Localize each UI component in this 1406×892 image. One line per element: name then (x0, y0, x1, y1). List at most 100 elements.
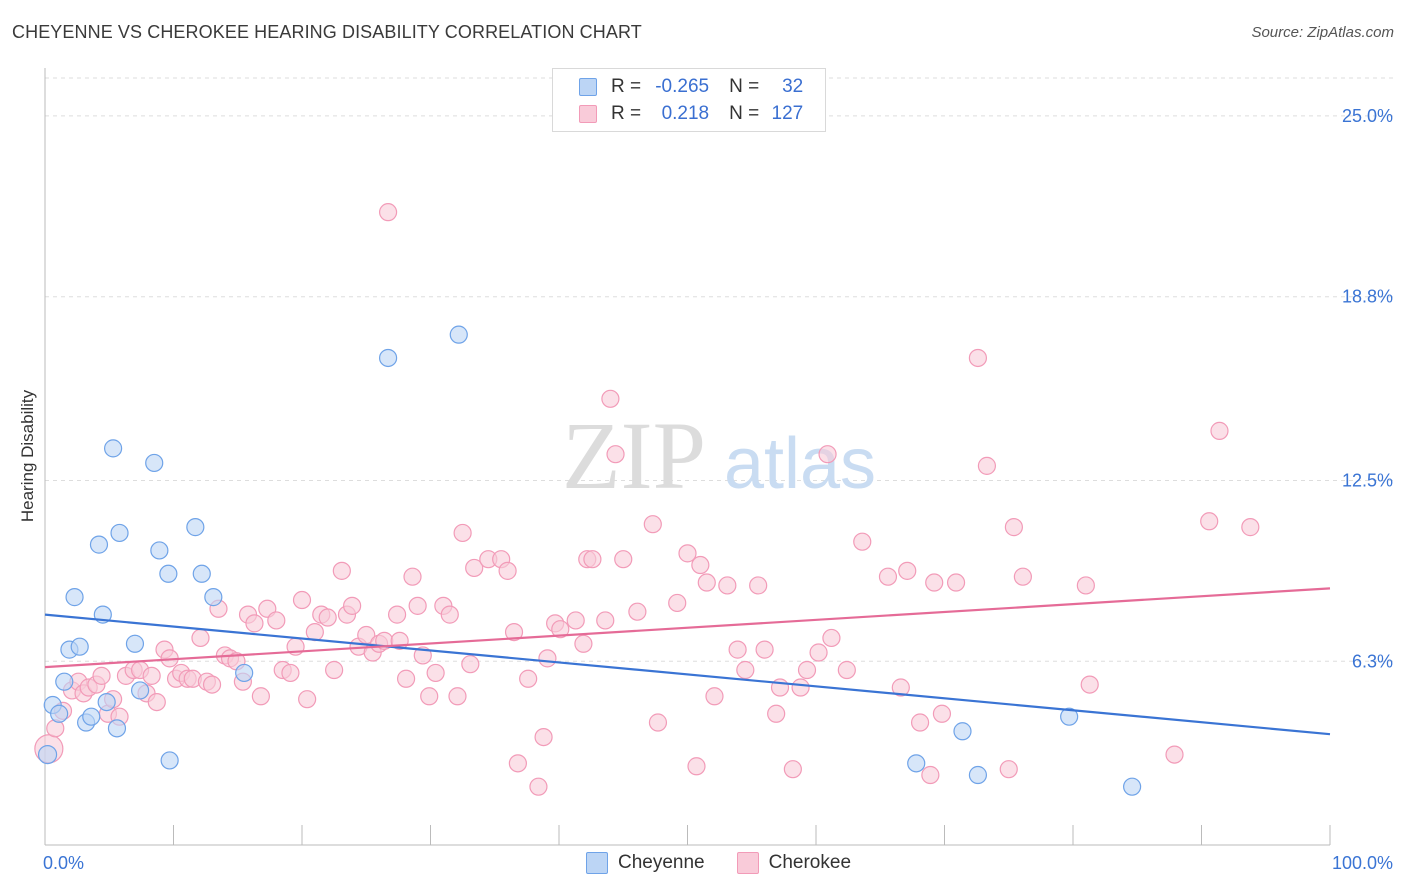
cherokee-point (1080, 675, 1099, 694)
cherokee-point (305, 623, 324, 642)
cheyenne-point (160, 751, 179, 770)
cheyenne-point (97, 692, 116, 712)
cheyenne-point (125, 634, 145, 653)
watermark-atlas: atlas (724, 424, 876, 504)
cherokee-point (566, 611, 585, 630)
r-label: R = (611, 76, 642, 97)
cherokee-point (343, 596, 362, 615)
cheyenne-point (89, 535, 109, 554)
cheyenne-point (145, 453, 164, 473)
legend-row-cherokee: R = 0.218 N = 127 (579, 102, 803, 126)
gridlines (45, 77, 1395, 662)
cherokee-point (736, 660, 755, 680)
legend-row-cheyenne: R = -0.265 N = 32 (579, 75, 803, 99)
cherokee-point (440, 605, 459, 624)
cherokee-point (92, 666, 111, 685)
cherokee-point (749, 576, 768, 595)
cherokee-point (267, 611, 286, 630)
cherokee-point (668, 593, 687, 613)
y-tick-label-3: 25.0% (1342, 106, 1393, 126)
cheyenne-point (1123, 777, 1142, 796)
cheyenne-point (235, 663, 254, 683)
cheyenne-point (953, 722, 972, 741)
cherokee-point (245, 614, 264, 633)
legend-item-cherokee: Cherokee (736, 852, 851, 874)
cherokee-point (1210, 421, 1229, 440)
cherokee-point (1013, 567, 1032, 586)
cherokee-point (426, 663, 445, 683)
cherokee-point (643, 515, 662, 534)
cherokee-point (448, 687, 467, 706)
cherokee-point (697, 573, 716, 592)
cheyenne-legend-swatch (586, 852, 608, 874)
cherokee-point (687, 757, 706, 776)
trend-lines (44, 587, 1331, 736)
cheyenne-point (55, 672, 74, 691)
cherokee-point (538, 649, 557, 668)
cheyenne-point (150, 541, 169, 560)
cherokee-point (601, 389, 620, 408)
cherokee-point (465, 558, 484, 578)
y-tick-labels: 6.3% 12.5% 18.8% 25.0% (1342, 106, 1393, 671)
cherokee-point (1200, 512, 1219, 531)
cheyenne-point (968, 765, 988, 785)
r-value-cherokee: 0.218 (661, 103, 710, 124)
cherokee-point (408, 596, 427, 615)
cheyenne-point (104, 439, 123, 458)
watermark-zip: ZIP (562, 402, 706, 509)
cherokee-point (574, 634, 593, 653)
y-axis-label: Hearing Disability (18, 389, 37, 523)
cherokee-point (551, 620, 570, 639)
cherokee-swatch (579, 105, 597, 123)
cherokee-point (281, 663, 300, 683)
legend-label-cheyenne: Cheyenne (618, 852, 705, 873)
r-value-cheyenne: -0.265 (655, 76, 710, 97)
cheyenne-point (107, 719, 127, 738)
cherokee-point (403, 567, 422, 586)
y-tick-label-1: 12.5% (1342, 470, 1393, 490)
cherokee-point (946, 573, 966, 592)
cherokee-point (718, 576, 737, 595)
cherokee-point (1241, 518, 1260, 537)
cherokee-point (1076, 576, 1095, 595)
cheyenne-point (130, 681, 150, 700)
series-legend: Cheyenne Cherokee (586, 852, 883, 874)
cherokee-point (251, 687, 270, 706)
cherokee-point (755, 640, 774, 659)
cherokee-point (968, 348, 988, 368)
x-tick-labels: 0.0% 100.0% (43, 853, 1393, 873)
cherokee-point (797, 660, 817, 680)
cherokee-point (837, 660, 856, 680)
cheyenne-point (82, 707, 101, 726)
cherokee-point (387, 605, 407, 624)
cherokee-point (534, 727, 553, 747)
cherokee-point (977, 456, 997, 475)
cheyenne-point (907, 754, 926, 773)
n-label: N = (729, 76, 760, 97)
cherokee-point (921, 765, 940, 785)
cherokee-point (614, 550, 633, 569)
chart-title: CHEYENNE VS CHEROKEE HEARING DISABILITY … (12, 22, 642, 42)
cherokee-point (791, 678, 810, 697)
cherokee-point (925, 573, 944, 592)
cherokee-point (461, 655, 480, 674)
cherokee-point (628, 602, 647, 621)
y-tick-label-0: 6.3% (1352, 651, 1393, 671)
cherokee-point (932, 704, 952, 723)
axes (44, 68, 1331, 846)
cherokee-point (142, 666, 161, 685)
cheyenne-point (449, 325, 468, 344)
cherokee-legend-swatch (736, 852, 759, 874)
cherokee-point (325, 660, 344, 680)
cherokee-point (853, 532, 872, 551)
n-value-cheyenne: 32 (782, 76, 804, 97)
x-tick-label-min: 0.0% (43, 853, 84, 873)
legend-item-cheyenne: Cheyenne (586, 852, 705, 874)
cheyenne-point (50, 704, 69, 723)
cherokee-trend-line (44, 587, 1331, 669)
cherokee-point (783, 760, 802, 779)
cherokee-point (767, 704, 786, 723)
cheyenne-point (186, 518, 205, 537)
cherokee-point (596, 611, 615, 630)
